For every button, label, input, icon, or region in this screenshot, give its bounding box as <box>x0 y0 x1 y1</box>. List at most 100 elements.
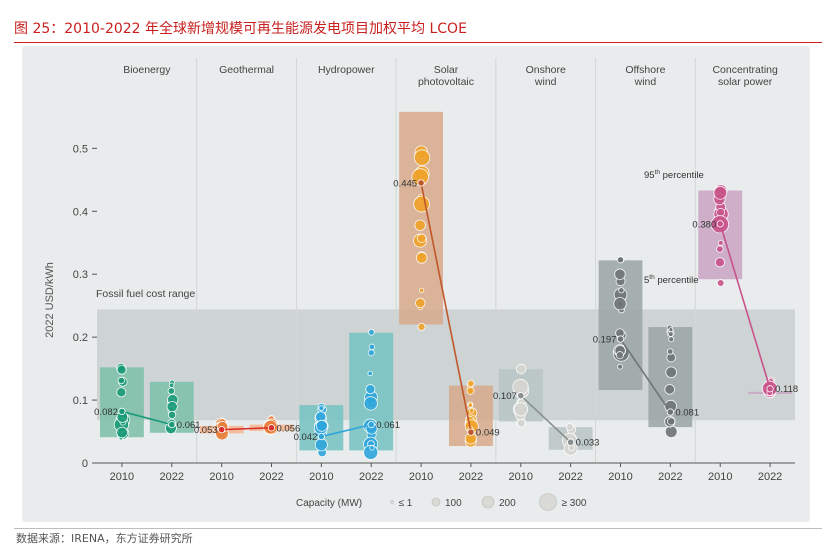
technology-label: photovoltaic <box>418 76 474 88</box>
p5-annotation: 5th percentile <box>644 274 699 286</box>
weighted-average-marker <box>766 385 774 393</box>
x-tick-label: 2022 <box>658 471 682 483</box>
weighted-average-label: 0.049 <box>476 428 500 439</box>
weighted-average-marker <box>168 421 176 429</box>
project-bubble <box>116 426 128 439</box>
project-bubble <box>466 386 475 395</box>
project-bubble <box>368 343 376 351</box>
project-bubble <box>413 149 431 166</box>
project-bubble <box>418 287 425 294</box>
weighted-average-label: 0.056 <box>277 423 301 434</box>
weighted-average-marker <box>218 426 226 434</box>
weighted-average-label: 0.082 <box>94 407 118 418</box>
weighted-average-label: 0.380 <box>692 219 716 230</box>
project-bubble <box>415 252 428 264</box>
y-tick-label: 0.4 <box>73 206 88 218</box>
project-bubble <box>667 331 674 337</box>
figure-title: 图 25：2010-2022 年全球新增规模可再生能源发电项目加权平均 LCOE <box>14 21 467 37</box>
weighted-average-marker <box>417 179 425 187</box>
technology-label: Geothermal <box>219 64 274 76</box>
weighted-average-label: 0.061 <box>376 420 400 431</box>
x-tick-label: 2022 <box>558 471 582 483</box>
project-bubble <box>565 423 574 431</box>
legend-size-bubble <box>431 497 441 507</box>
project-bubble <box>318 405 325 412</box>
weighted-average-marker <box>118 407 126 415</box>
project-bubble <box>417 322 426 331</box>
project-bubble <box>116 387 127 398</box>
y-tick-label: 0.5 <box>73 143 88 155</box>
project-bubble <box>515 363 527 375</box>
title-rule <box>14 42 822 43</box>
project-bubble <box>369 445 375 451</box>
project-bubble <box>167 387 176 395</box>
project-bubble <box>117 376 126 385</box>
legend-size-bubble <box>539 493 557 511</box>
weighted-average-marker <box>467 428 475 436</box>
source-rule <box>14 528 822 529</box>
weighted-average-label: 0.118 <box>775 384 798 395</box>
p95-annotation: 95th percentile <box>644 169 704 181</box>
technology-label: wind <box>534 76 557 88</box>
weighted-average-label: 0.081 <box>675 408 699 419</box>
project-bubble <box>315 419 328 432</box>
legend-title: Capacity (MW) <box>296 498 362 509</box>
average-trend-line <box>221 426 272 431</box>
project-bubble <box>614 268 626 280</box>
project-bubble <box>167 410 177 420</box>
average-trend-line <box>719 223 771 389</box>
y-tick-label: 0.2 <box>73 332 88 344</box>
project-bubble <box>713 186 728 200</box>
project-bubble <box>367 349 375 357</box>
average-trend-line <box>619 338 672 413</box>
y-tick-label: 0 <box>82 458 88 470</box>
technology-label: Concentrating <box>712 64 778 76</box>
project-bubble <box>414 219 426 231</box>
x-tick-label: 2010 <box>110 471 134 483</box>
legend-size-label: 100 <box>445 498 462 509</box>
project-bubble <box>365 384 376 395</box>
project-bubble <box>667 417 676 426</box>
project-bubble <box>363 396 378 411</box>
project-bubble <box>513 402 529 417</box>
project-bubble <box>116 364 127 375</box>
technology-label: Bioenergy <box>123 64 171 76</box>
average-trend-line <box>321 423 372 438</box>
y-tick-label: 0.3 <box>73 269 88 281</box>
source-note: 数据来源：IRENA，东方证券研究所 <box>16 532 193 545</box>
project-bubble <box>415 297 426 309</box>
technology-label: Onshore <box>526 64 566 76</box>
legend-size-label: 200 <box>499 498 516 509</box>
x-tick-label: 2022 <box>758 471 782 483</box>
x-tick-label: 2022 <box>160 471 184 483</box>
project-bubble <box>468 408 475 414</box>
weighted-average-marker <box>267 424 276 432</box>
project-bubble <box>166 401 178 413</box>
weighted-average-marker <box>367 421 375 429</box>
x-tick-label: 2022 <box>459 471 483 483</box>
x-tick-label: 2022 <box>359 471 383 483</box>
legend-size-bubble <box>481 495 495 509</box>
project-bubble <box>615 351 624 360</box>
project-bubble <box>467 379 475 387</box>
project-bubble <box>367 370 373 377</box>
legend-size-label: ≥ 300 <box>562 498 587 509</box>
average-trend-line <box>121 410 172 426</box>
weighted-average-marker <box>317 432 325 441</box>
weighted-average-marker <box>567 438 575 446</box>
technology-label: wind <box>634 76 657 88</box>
project-bubble <box>668 327 674 333</box>
fossil-range-label: Fossil fuel cost range <box>96 288 195 300</box>
x-tick-label: 2010 <box>509 471 533 483</box>
legend-size-bubble <box>390 500 394 504</box>
weighted-average-label: 0.197 <box>593 335 617 346</box>
project-bubble <box>168 382 175 388</box>
project-bubble <box>716 207 725 217</box>
project-bubble <box>617 363 624 370</box>
technology-label: solar power <box>718 76 773 88</box>
x-tick-label: 2010 <box>708 471 732 483</box>
weighted-average-label: 0.445 <box>393 178 417 189</box>
project-bubble <box>716 279 725 287</box>
average-trend-line <box>420 182 472 433</box>
